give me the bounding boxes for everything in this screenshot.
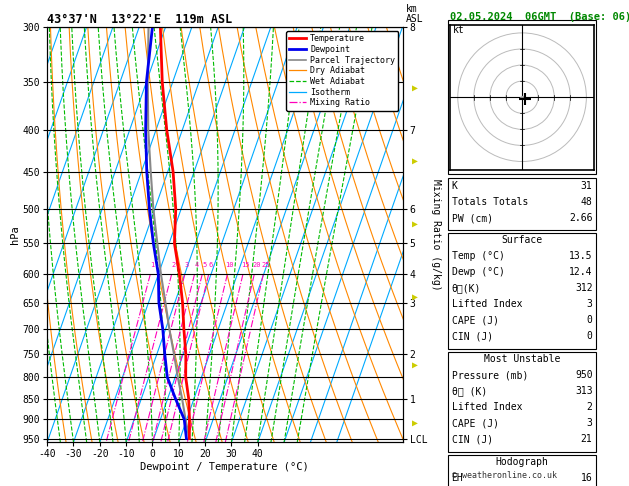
Y-axis label: hPa: hPa [10, 225, 20, 244]
Y-axis label: Mixing Ratio (g/kg): Mixing Ratio (g/kg) [431, 179, 441, 290]
Text: 0: 0 [587, 331, 593, 342]
Text: ▶: ▶ [412, 83, 418, 92]
Text: 15: 15 [241, 262, 249, 268]
X-axis label: Dewpoint / Temperature (°C): Dewpoint / Temperature (°C) [140, 462, 309, 472]
Text: CIN (J): CIN (J) [452, 331, 493, 342]
Text: ▶: ▶ [412, 292, 418, 301]
Text: 4: 4 [194, 262, 199, 268]
Text: 16: 16 [581, 473, 593, 484]
Text: PW (cm): PW (cm) [452, 213, 493, 224]
Text: Most Unstable: Most Unstable [484, 354, 560, 364]
Text: 950: 950 [575, 370, 593, 381]
Text: Surface: Surface [501, 235, 543, 245]
Text: 3: 3 [587, 299, 593, 310]
Legend: Temperature, Dewpoint, Parcel Trajectory, Dry Adiabat, Wet Adiabat, Isotherm, Mi: Temperature, Dewpoint, Parcel Trajectory… [286, 31, 398, 110]
Text: kt: kt [453, 25, 465, 35]
Text: 3: 3 [587, 418, 593, 429]
Text: 3: 3 [185, 262, 189, 268]
Text: 5: 5 [203, 262, 206, 268]
Text: θᴄ (K): θᴄ (K) [452, 386, 487, 397]
Text: 2: 2 [587, 402, 593, 413]
Text: 43°37'N  13°22'E  119m ASL: 43°37'N 13°22'E 119m ASL [47, 13, 233, 26]
Text: 6: 6 [209, 262, 213, 268]
Text: Dewp (°C): Dewp (°C) [452, 267, 504, 278]
Text: Totals Totals: Totals Totals [452, 197, 528, 208]
Text: ▶: ▶ [412, 360, 418, 369]
Text: 25: 25 [261, 262, 270, 268]
Text: 13.5: 13.5 [569, 251, 593, 261]
Text: K: K [452, 181, 457, 191]
Text: EH: EH [452, 473, 464, 484]
Text: 31: 31 [581, 181, 593, 191]
Text: 2: 2 [172, 262, 176, 268]
Text: Lifted Index: Lifted Index [452, 402, 522, 413]
Text: Temp (°C): Temp (°C) [452, 251, 504, 261]
Text: km
ASL: km ASL [406, 4, 423, 24]
Text: 48: 48 [581, 197, 593, 208]
Text: 313: 313 [575, 386, 593, 397]
Text: 21: 21 [581, 434, 593, 445]
Text: 12.4: 12.4 [569, 267, 593, 278]
Text: CIN (J): CIN (J) [452, 434, 493, 445]
Text: θᴄ(K): θᴄ(K) [452, 283, 481, 294]
Text: ▶: ▶ [412, 418, 418, 428]
Text: 0: 0 [587, 315, 593, 326]
Text: ▶: ▶ [412, 156, 418, 165]
Text: 2.66: 2.66 [569, 213, 593, 224]
Text: Hodograph: Hodograph [496, 457, 548, 468]
Text: © weatheronline.co.uk: © weatheronline.co.uk [452, 470, 557, 480]
Text: 1: 1 [150, 262, 155, 268]
Text: Lifted Index: Lifted Index [452, 299, 522, 310]
Text: CAPE (J): CAPE (J) [452, 418, 499, 429]
Text: Pressure (mb): Pressure (mb) [452, 370, 528, 381]
Text: ▶: ▶ [412, 219, 418, 228]
Text: 312: 312 [575, 283, 593, 294]
Text: CAPE (J): CAPE (J) [452, 315, 499, 326]
Text: 02.05.2024  06GMT  (Base: 06): 02.05.2024 06GMT (Base: 06) [450, 12, 629, 22]
Text: 20: 20 [252, 262, 260, 268]
Text: 10: 10 [225, 262, 234, 268]
